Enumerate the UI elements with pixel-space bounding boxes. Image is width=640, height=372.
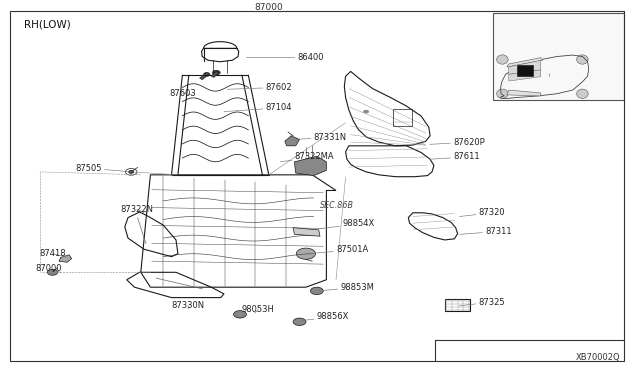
Text: SEC.86B: SEC.86B bbox=[320, 201, 354, 210]
Circle shape bbox=[212, 70, 220, 75]
Text: 98856X: 98856X bbox=[301, 312, 349, 321]
Text: 87620P: 87620P bbox=[430, 138, 485, 147]
Polygon shape bbox=[294, 156, 326, 176]
Text: 87505: 87505 bbox=[76, 164, 131, 173]
Bar bbox=[493, 13, 624, 100]
Ellipse shape bbox=[577, 89, 588, 98]
Text: 87602: 87602 bbox=[227, 83, 292, 92]
Text: 87322N: 87322N bbox=[120, 205, 154, 214]
Polygon shape bbox=[211, 71, 219, 77]
Polygon shape bbox=[507, 90, 541, 96]
Ellipse shape bbox=[577, 55, 588, 64]
Text: 87331N: 87331N bbox=[291, 133, 347, 142]
Text: 87000: 87000 bbox=[255, 3, 283, 12]
Circle shape bbox=[47, 269, 58, 275]
Text: 87611: 87611 bbox=[430, 153, 480, 161]
Circle shape bbox=[129, 170, 134, 173]
Text: 98053H: 98053H bbox=[242, 305, 275, 314]
Circle shape bbox=[364, 110, 369, 113]
Text: 98853M: 98853M bbox=[319, 283, 374, 292]
Polygon shape bbox=[507, 58, 543, 67]
Bar bbox=[517, 65, 533, 76]
Polygon shape bbox=[509, 70, 541, 81]
Text: 87000: 87000 bbox=[35, 264, 61, 273]
Circle shape bbox=[296, 248, 316, 259]
Ellipse shape bbox=[497, 89, 508, 98]
Polygon shape bbox=[200, 75, 206, 80]
Text: 87104: 87104 bbox=[224, 103, 292, 112]
Text: 87322MA: 87322MA bbox=[280, 153, 334, 162]
Text: XB70002Q: XB70002Q bbox=[576, 353, 621, 362]
Text: 87325: 87325 bbox=[460, 298, 506, 307]
Circle shape bbox=[234, 311, 246, 318]
Circle shape bbox=[310, 287, 323, 295]
Polygon shape bbox=[59, 255, 72, 262]
Circle shape bbox=[293, 318, 306, 326]
Text: 87311: 87311 bbox=[460, 227, 512, 236]
Polygon shape bbox=[285, 136, 300, 146]
Text: 86400: 86400 bbox=[246, 53, 324, 62]
Text: 87603: 87603 bbox=[170, 89, 196, 97]
Bar bbox=[393, 109, 412, 126]
Circle shape bbox=[204, 73, 210, 76]
Text: 87320: 87320 bbox=[460, 208, 506, 217]
Text: 87418: 87418 bbox=[40, 249, 67, 258]
Text: 87501A: 87501A bbox=[307, 246, 368, 254]
Polygon shape bbox=[293, 228, 320, 236]
Text: 98854X: 98854X bbox=[319, 219, 374, 229]
Ellipse shape bbox=[497, 55, 508, 64]
Text: 87330N: 87330N bbox=[172, 301, 205, 310]
Bar bbox=[445, 299, 470, 311]
Text: RH(LOW): RH(LOW) bbox=[24, 19, 71, 29]
Polygon shape bbox=[509, 60, 541, 74]
